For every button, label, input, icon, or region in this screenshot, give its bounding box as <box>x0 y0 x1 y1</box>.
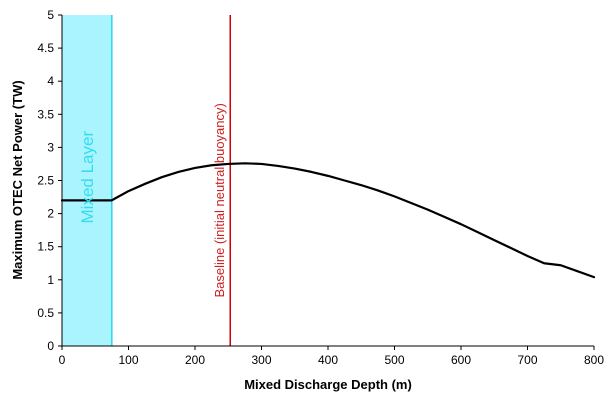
axes <box>61 15 594 347</box>
annotation-bands <box>62 15 113 346</box>
y-tick-label: 1 <box>47 273 54 287</box>
x-tick-label: 200 <box>185 353 205 367</box>
y-tick-label: 0.5 <box>37 306 54 320</box>
annotation-labels: Mixed Layer Baseline (initial neutral buo… <box>78 103 227 297</box>
y-tick-label: 2 <box>47 207 54 221</box>
x-tick-label: 800 <box>584 353 604 367</box>
x-tick-label: 400 <box>318 353 338 367</box>
y-tick-label: 3.5 <box>37 107 54 121</box>
y-axis-title: Maximum OTEC Net Power (TW) <box>10 80 25 279</box>
x-axis-title: Mixed Discharge Depth (m) <box>244 377 412 392</box>
y-tick-label: 4 <box>47 74 54 88</box>
series-lines <box>60 162 596 279</box>
mixed-layer-band <box>62 15 112 346</box>
y-axis-ticks: 0 0.5 1 1.5 2 2.5 3 3.5 4 4.5 5 <box>37 8 62 353</box>
x-tick-label: 0 <box>59 353 66 367</box>
x-tick-label: 700 <box>517 353 537 367</box>
y-tick-label: 4.5 <box>37 41 54 55</box>
y-tick-label: 3 <box>47 140 54 154</box>
mixed-layer-label: Mixed Layer <box>78 131 97 224</box>
series-line-0 <box>60 162 596 279</box>
x-tick-label: 600 <box>451 353 471 367</box>
y-tick-label: 2.5 <box>37 174 54 188</box>
x-axis-ticks: 0 100 200 300 400 500 600 700 800 <box>59 346 604 367</box>
x-tick-label: 100 <box>118 353 138 367</box>
x-tick-label: 500 <box>384 353 404 367</box>
y-tick-label: 1.5 <box>37 240 54 254</box>
y-tick-label: 5 <box>47 8 54 22</box>
baseline-label: Baseline (initial neutral buoyancy) <box>212 103 227 297</box>
y-tick-label: 0 <box>47 339 54 353</box>
x-tick-label: 300 <box>251 353 271 367</box>
